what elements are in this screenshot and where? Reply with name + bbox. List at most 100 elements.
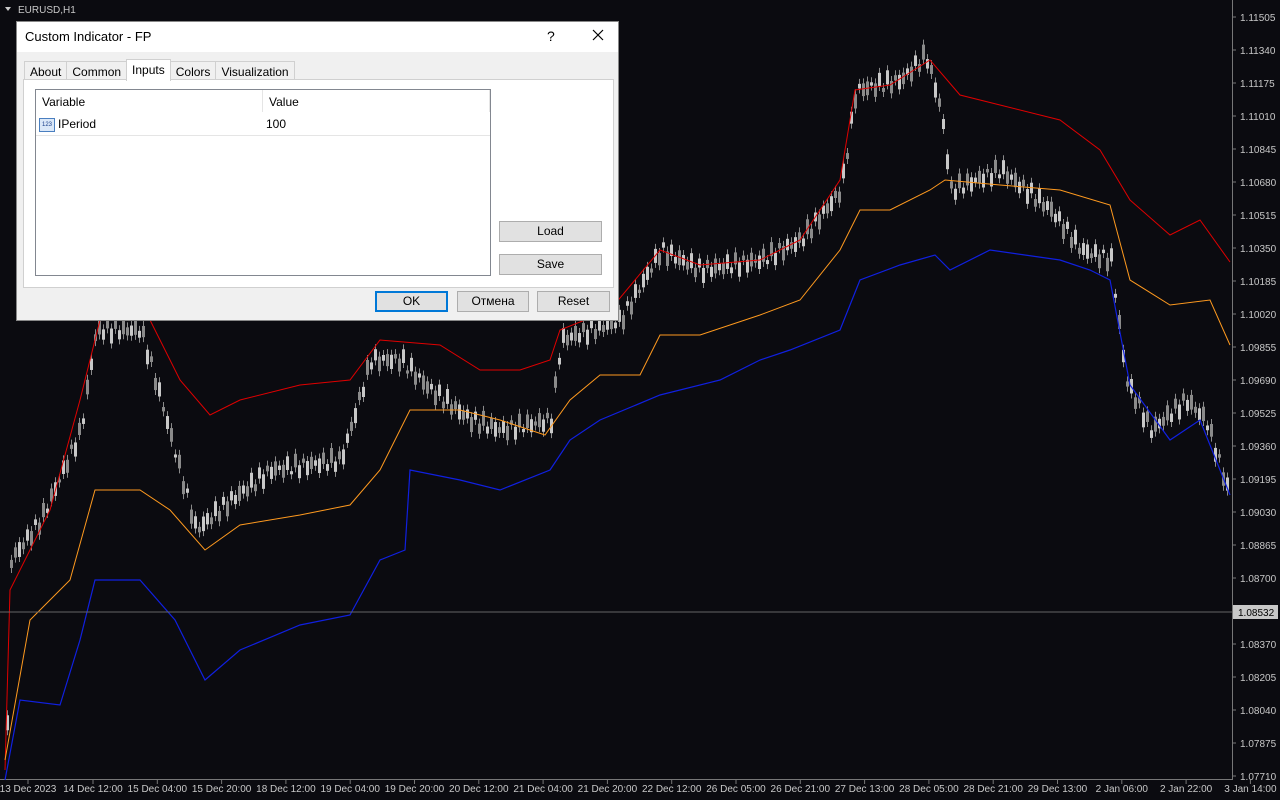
candle <box>222 496 225 505</box>
candle <box>686 261 689 270</box>
candle <box>762 248 765 262</box>
candle <box>730 267 733 274</box>
candle <box>190 509 193 524</box>
middle-band <box>4 179 1231 761</box>
candle <box>982 173 985 188</box>
candle <box>22 542 25 550</box>
candle <box>318 458 321 474</box>
value[interactable]: 100 <box>266 117 287 131</box>
candle <box>930 65 933 74</box>
menu-arrow <box>5 7 11 11</box>
candle <box>1050 201 1053 217</box>
tab-active[interactable]: Inputs <box>126 59 171 81</box>
candle <box>790 242 793 249</box>
candle <box>1202 406 1205 422</box>
candle <box>430 383 433 390</box>
candle <box>210 517 213 525</box>
column-header[interactable]: Variable <box>36 90 263 112</box>
candle <box>1138 396 1141 404</box>
ok-button[interactable]: OK <box>375 291 448 312</box>
candle <box>1018 181 1021 194</box>
price-label: 1.11010 <box>1240 112 1276 123</box>
cancel-button[interactable]: Отмена <box>457 291 529 312</box>
candle <box>214 501 217 517</box>
candle <box>738 262 741 277</box>
candle <box>630 301 633 315</box>
candle <box>346 433 349 443</box>
tab[interactable]: About <box>24 61 68 81</box>
candle <box>306 461 309 476</box>
load-button[interactable]: Load <box>499 221 602 242</box>
candle <box>282 464 285 478</box>
candle <box>1154 416 1157 432</box>
save-button[interactable]: Save <box>499 254 602 275</box>
candle <box>454 401 457 410</box>
candle <box>1134 397 1137 409</box>
candle <box>558 357 561 365</box>
candle <box>1178 404 1181 420</box>
candle <box>994 159 997 173</box>
candle <box>570 332 573 341</box>
candle <box>670 244 673 257</box>
candle <box>774 252 777 266</box>
candle <box>322 452 325 464</box>
price-label: 1.09855 <box>1240 343 1277 354</box>
candle <box>1058 211 1061 222</box>
candle <box>910 66 913 82</box>
candle <box>1210 424 1213 437</box>
candle <box>262 474 265 489</box>
candle <box>574 325 577 341</box>
candle <box>250 472 253 488</box>
candle <box>498 427 501 433</box>
time-label: 14 Dec 12:00 <box>63 784 123 795</box>
time-label: 2 Jan 22:00 <box>1160 784 1213 795</box>
candle <box>142 325 145 338</box>
candle <box>830 196 833 212</box>
tab[interactable]: Colors <box>169 61 217 81</box>
candle <box>158 382 161 397</box>
column-header[interactable]: Value <box>263 90 490 112</box>
candle <box>414 371 417 385</box>
candle <box>230 491 233 501</box>
candle <box>334 461 337 472</box>
candle <box>362 386 365 398</box>
tab[interactable]: Common <box>66 61 128 81</box>
candle <box>742 255 745 261</box>
candle <box>846 153 849 159</box>
candle <box>938 98 941 107</box>
price-label: 1.08370 <box>1240 640 1277 651</box>
candle <box>1194 406 1197 413</box>
candle <box>162 407 165 412</box>
candle <box>914 55 917 66</box>
close-button[interactable] <box>591 28 605 42</box>
candle <box>1182 393 1185 401</box>
candle <box>990 173 993 187</box>
candle <box>810 228 813 239</box>
candle <box>394 354 397 359</box>
candle <box>526 414 529 429</box>
candle <box>770 242 773 257</box>
candle <box>1090 253 1093 259</box>
price-label: 1.11505 <box>1240 13 1276 24</box>
candle <box>942 119 945 130</box>
tab[interactable]: Visualization <box>215 61 295 81</box>
reset-button[interactable]: Reset <box>537 291 610 312</box>
candle <box>522 428 525 433</box>
title-bar: Custom Indicator - FP ? <box>17 22 618 52</box>
candle <box>314 460 317 466</box>
time-label: 20 Dec 12:00 <box>449 784 509 795</box>
candle <box>402 349 405 363</box>
lower-band <box>4 249 1231 781</box>
help-button[interactable]: ? <box>547 28 555 44</box>
candle <box>898 74 901 90</box>
candle <box>6 715 9 731</box>
candle <box>850 111 853 124</box>
candle <box>86 379 89 395</box>
candle <box>874 83 877 97</box>
table-row[interactable]: 123 IPeriod 100 <box>36 113 490 136</box>
candle <box>926 59 929 69</box>
candle <box>802 238 805 247</box>
time-label: 26 Dec 21:00 <box>771 784 831 795</box>
price-label: 1.09690 <box>1240 376 1277 387</box>
candle <box>370 362 373 370</box>
